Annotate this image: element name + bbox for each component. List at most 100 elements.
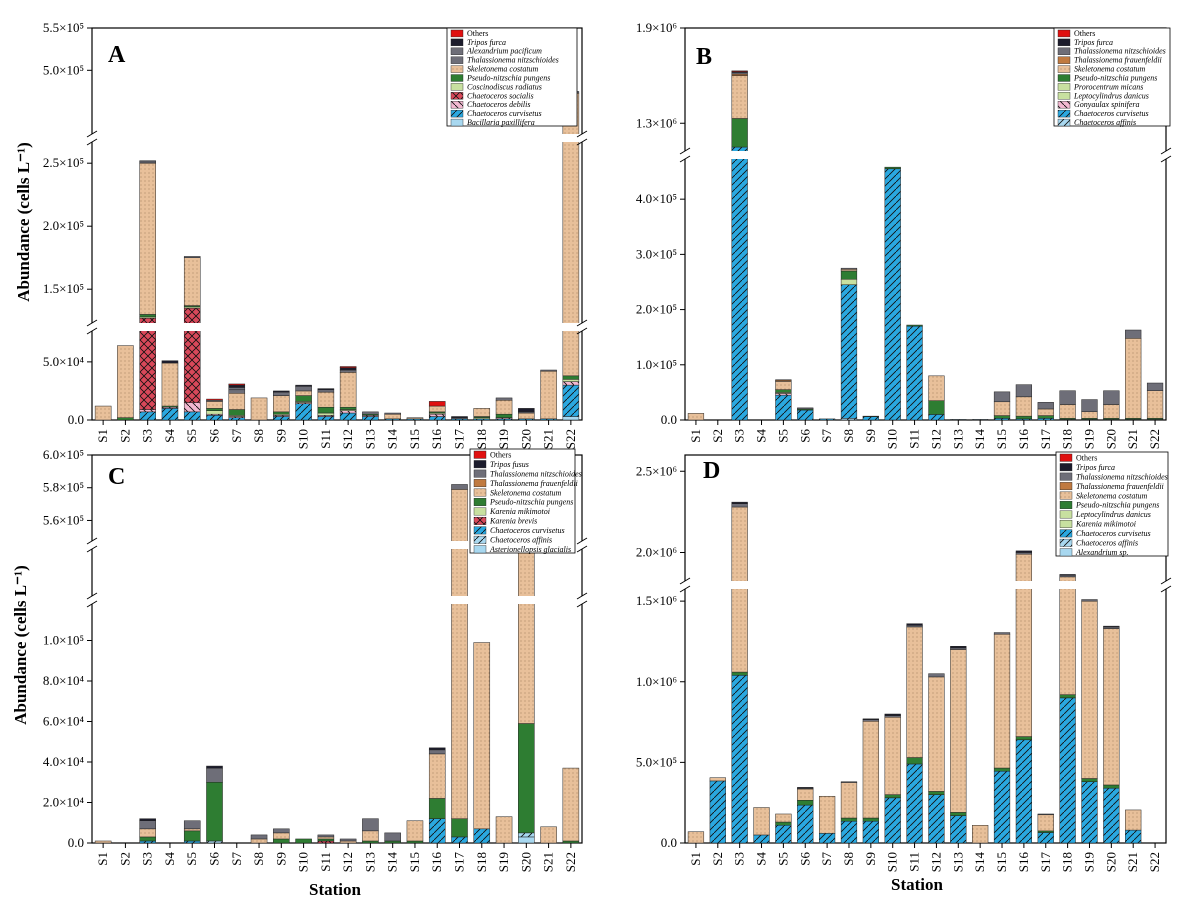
x-tick-label: S5 xyxy=(184,429,199,443)
x-tick-label: S8 xyxy=(841,429,856,443)
x-tick-label: S11 xyxy=(318,429,333,449)
bar-segment-pattern xyxy=(688,832,704,843)
y-tick-label: 5.0×10⁴ xyxy=(43,354,85,369)
bar-segment xyxy=(841,271,857,279)
x-tick-label: S13 xyxy=(362,429,377,449)
bar-stack-s10 xyxy=(296,385,312,420)
bar-segment-pattern xyxy=(797,789,813,800)
bar-segment-pattern xyxy=(950,419,966,420)
x-tick-label: S16 xyxy=(1016,429,1031,450)
x-tick-label: S9 xyxy=(863,852,878,866)
x-tick-label: S22 xyxy=(1147,852,1162,872)
bar-stack-s17 xyxy=(1038,814,1054,843)
legend-entry: Skeletonema costatum xyxy=(1074,65,1146,74)
bar-stack-s5 xyxy=(776,380,792,420)
bar-segment-pattern xyxy=(563,768,579,841)
bar-stack-s2 xyxy=(710,778,726,843)
legend-entry: Thalassionema frauenfeldii xyxy=(1076,482,1164,491)
y-axis-label-bottom: Abundance (cells L⁻¹) xyxy=(11,565,30,725)
axis-break-band xyxy=(686,151,1165,159)
bar-segment xyxy=(140,821,156,829)
bar-segment-pattern xyxy=(362,831,378,841)
bar-segment xyxy=(451,819,467,837)
bar-segment xyxy=(407,841,423,843)
y-tick-label: 1.0×10⁵ xyxy=(43,633,84,648)
bar-segment xyxy=(885,714,901,716)
legend-swatch-pattern xyxy=(474,527,486,534)
legend-entry: Alexandrium pacificum xyxy=(466,47,542,56)
bar-stack-s17 xyxy=(451,417,467,420)
x-tick-label: S11 xyxy=(318,852,333,872)
bar-segment xyxy=(907,325,923,326)
x-tick-label: S17 xyxy=(1038,429,1053,450)
bar-segment-pattern xyxy=(710,781,726,843)
bar-stack-s7 xyxy=(819,796,835,843)
y-tick-label: 1.5×10⁶ xyxy=(636,593,677,608)
y-tick-label: 5.0×10⁵ xyxy=(43,62,84,77)
bar-segment-pattern xyxy=(296,404,312,420)
bar-segment xyxy=(1125,330,1141,338)
bar-segment-pattern xyxy=(206,401,222,408)
x-tick-label: S4 xyxy=(162,429,177,443)
x-tick-label: S17 xyxy=(1038,852,1053,873)
y-tick-label: 2.0×10⁵ xyxy=(636,302,677,317)
x-tick-label: S18 xyxy=(1060,429,1075,449)
bar-segment-pattern xyxy=(184,403,200,412)
bar-stack-s7 xyxy=(819,419,835,420)
bar-segment xyxy=(206,411,222,414)
legend-swatch xyxy=(474,498,486,505)
bar-segment xyxy=(251,835,267,839)
bar-stack-s5 xyxy=(184,821,200,843)
legend-entry: Karenia mikimotoi xyxy=(1075,520,1136,529)
bar-stack-s9 xyxy=(863,416,879,420)
bar-stack-s6 xyxy=(797,787,813,843)
bar-segment xyxy=(841,818,857,821)
bar-stack-s12 xyxy=(929,674,945,843)
x-tick-label: S3 xyxy=(140,852,155,866)
bar-stack-s6 xyxy=(206,399,222,420)
bar-segment xyxy=(1016,416,1032,419)
bar-segment-pattern xyxy=(251,398,267,420)
legend-swatch-pattern xyxy=(1058,110,1070,117)
bar-stack-s16 xyxy=(1016,385,1032,420)
bar-segment-pattern xyxy=(451,837,467,843)
bar-segment xyxy=(863,719,879,720)
bar-segment xyxy=(340,839,356,841)
bar-segment-pattern xyxy=(474,829,490,843)
axis-break-band xyxy=(93,596,581,604)
bar-segment xyxy=(117,418,133,420)
bar-segment xyxy=(929,674,945,677)
bar-segment xyxy=(907,624,923,626)
bar-segment xyxy=(206,768,222,782)
bar-segment-pattern xyxy=(273,417,289,420)
bar-segment-pattern xyxy=(318,417,334,420)
bar-segment-pattern xyxy=(273,833,289,839)
bar-segment-pattern xyxy=(1103,405,1119,419)
legend-entry: Karenia brevis xyxy=(489,517,537,526)
bar-segment-pattern xyxy=(863,417,879,420)
legend-swatch-pattern xyxy=(474,517,486,524)
x-tick-label: S18 xyxy=(1060,852,1075,872)
bar-segment-pattern xyxy=(496,817,512,843)
y-tick-label: 2.0×10⁵ xyxy=(43,218,84,233)
bar-segment-pattern xyxy=(994,634,1010,768)
bar-segment-pattern xyxy=(732,76,748,119)
legend-swatch xyxy=(1060,549,1072,556)
x-tick-label: S14 xyxy=(972,429,987,450)
bar-segment-pattern xyxy=(184,308,200,402)
x-tick-label: S4 xyxy=(754,429,769,443)
bar-segment xyxy=(907,758,923,764)
x-tick-label: S7 xyxy=(229,429,244,443)
bar-stack-s7 xyxy=(229,384,245,420)
bar-stack-s9 xyxy=(273,829,289,843)
x-tick-label: S4 xyxy=(754,852,769,866)
bar-stack-s10 xyxy=(296,839,312,843)
bar-segment-pattern xyxy=(776,395,792,420)
bar-stack-s22 xyxy=(563,768,579,843)
y-tick-label: 2.0×10⁴ xyxy=(43,795,85,810)
y-tick-label: 1.9×10⁶ xyxy=(636,20,677,35)
bar-segment xyxy=(885,167,901,169)
bar-segment xyxy=(451,484,467,489)
